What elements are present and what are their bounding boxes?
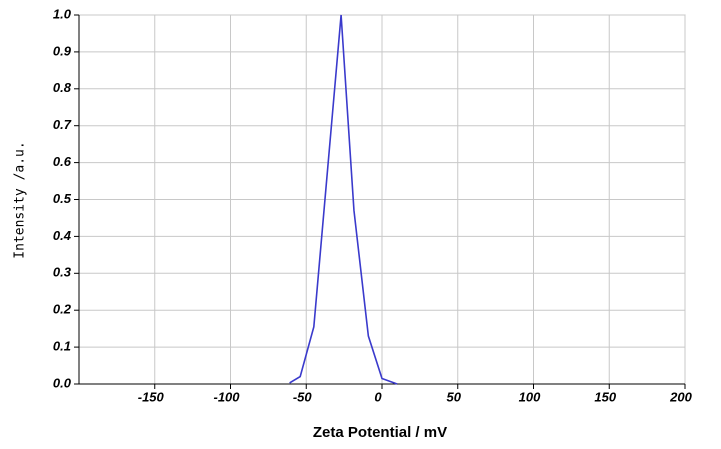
- y-tick-label: 0.0: [53, 375, 72, 390]
- y-tick-label: 0.5: [53, 191, 72, 206]
- x-tick-label: 100: [519, 389, 541, 404]
- y-tick-label: 0.7: [53, 117, 72, 132]
- y-tick-label: 0.8: [53, 80, 72, 95]
- y-tick-label: 0.9: [53, 43, 72, 58]
- y-tick-label: 0.6: [53, 154, 72, 169]
- data-line: [289, 14, 398, 385]
- x-axis-label: Zeta Potential / mV: [313, 424, 447, 441]
- y-tick-label: 0.4: [53, 228, 72, 243]
- x-tick-label: -50: [293, 389, 313, 404]
- x-tick-label: -100: [213, 389, 240, 404]
- x-tick-label: 200: [669, 389, 692, 404]
- x-tick-label: -150: [138, 389, 165, 404]
- y-tick-label: 0.3: [53, 265, 72, 280]
- x-tick-label: 0: [374, 389, 382, 404]
- x-tick-label: 150: [594, 389, 616, 404]
- x-tick-label: 50: [447, 389, 462, 404]
- y-tick-label: 0.2: [53, 302, 72, 317]
- y-axis-label: Intensity /a.u.: [13, 141, 28, 258]
- y-tick-label: 0.1: [53, 339, 71, 354]
- y-tick-label: 1.0: [53, 6, 72, 21]
